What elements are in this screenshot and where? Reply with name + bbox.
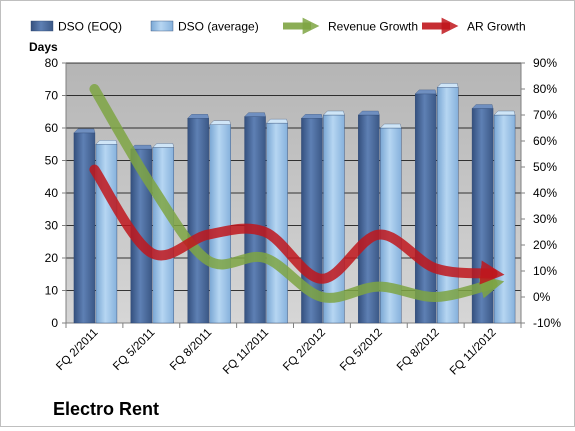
x-tick-label: FQ 11/2011 xyxy=(221,327,271,377)
bar-top-dso-eoq xyxy=(414,89,437,95)
bar-top-dso-average xyxy=(323,110,345,116)
y2-tick-label: 70% xyxy=(533,108,557,122)
bar-dso-average xyxy=(493,114,516,324)
y2-tick-label: 10% xyxy=(533,264,557,278)
x-tick-label: FQ 11/2012 xyxy=(448,327,499,378)
legend-label-ar-growth: AR Growth xyxy=(467,20,526,34)
bar-top-dso-eoq xyxy=(73,128,96,134)
bar-top-dso-average xyxy=(493,110,516,116)
lines xyxy=(89,84,505,303)
y2-tick-label: 90% xyxy=(533,56,557,70)
legend: DSO (EOQ) DSO (average) Revenue Growth AR G… xyxy=(30,17,526,35)
y2-tick-label: 80% xyxy=(533,82,557,96)
bar-top-dso-eoq xyxy=(187,114,209,119)
x-tick-label: FQ 5/2012 xyxy=(338,327,385,374)
y-tick-label: 0 xyxy=(51,316,58,330)
y2-tick-label: 50% xyxy=(533,160,557,174)
y2-tick-label: 60% xyxy=(533,134,557,148)
x-tick-label: FQ 8/2012 xyxy=(395,327,442,374)
y-tick-label: 80 xyxy=(45,56,59,70)
y-tick-label: 20 xyxy=(45,251,59,265)
y-tick-label: 30 xyxy=(45,219,59,233)
y2-tick-label: 20% xyxy=(533,238,557,252)
y-axis-title: Days xyxy=(29,40,58,54)
y-tick-label: 40 xyxy=(45,186,59,200)
bar-dso-average xyxy=(152,147,175,324)
legend-label-dso-average: DSO (average) xyxy=(178,20,259,34)
y2-tick-label: 0% xyxy=(533,290,551,304)
axes: 0 10 20 30 40 50 60 70 80 -10% 0% 10% 20% 30% 40% 50% 60… xyxy=(45,56,562,330)
bar-top-dso-eoq xyxy=(244,112,266,117)
bar-top-dso-eoq xyxy=(357,110,380,116)
bar-top-dso-eoq xyxy=(301,114,323,119)
bar-dso-eoq xyxy=(414,93,437,324)
y-tick-label: 60 xyxy=(45,121,59,135)
x-tick-label: FQ 2/2011 xyxy=(54,327,100,373)
bar-top-dso-average xyxy=(436,83,459,88)
bar-top-dso-eoq xyxy=(471,104,494,109)
line-ar-growth xyxy=(89,164,505,285)
legend-label-dso-eoq: DSO (EOQ) xyxy=(58,20,122,34)
bar-dso-eoq xyxy=(244,116,266,324)
x-tick-label: FQ 8/2011 xyxy=(168,327,214,373)
y-tick-label: 70 xyxy=(45,89,59,103)
legend-swatch-dso-eoq xyxy=(30,20,54,32)
bar-dso-average xyxy=(266,122,288,324)
bar-top-dso-eoq xyxy=(130,144,153,150)
bar-dso-eoq xyxy=(73,132,96,324)
bar-dso-average xyxy=(209,124,231,324)
bar-top-dso-average xyxy=(379,123,402,129)
company-name: Electro Rent xyxy=(53,399,160,419)
x-tick-label: FQ 5/2011 xyxy=(111,327,157,373)
y2-tick-label: -10% xyxy=(533,316,561,330)
legend-swatch-dso-average xyxy=(150,20,174,32)
bar-dso-eoq xyxy=(187,118,209,324)
bar-top-dso-average xyxy=(266,118,288,124)
bar-top-dso-average xyxy=(209,120,231,125)
x-tick-labels: FQ 2/2011 FQ 5/2011 FQ 8/2011 FQ 11/2011 FQ … xyxy=(54,327,498,378)
legend-label-revenue-growth: Revenue Growth xyxy=(328,20,418,34)
y2-tick-label: 40% xyxy=(533,186,557,200)
bar-dso-average xyxy=(436,87,459,324)
bar-top-dso-average xyxy=(95,140,118,145)
line-revenue-growth xyxy=(89,84,505,303)
y-tick-label: 50 xyxy=(45,154,59,168)
y2-tick-label: 30% xyxy=(533,212,557,226)
x-tick-label: FQ 2/2012 xyxy=(281,327,328,374)
y-tick-label: 10 xyxy=(45,284,59,298)
bar-top-dso-average xyxy=(152,143,175,148)
